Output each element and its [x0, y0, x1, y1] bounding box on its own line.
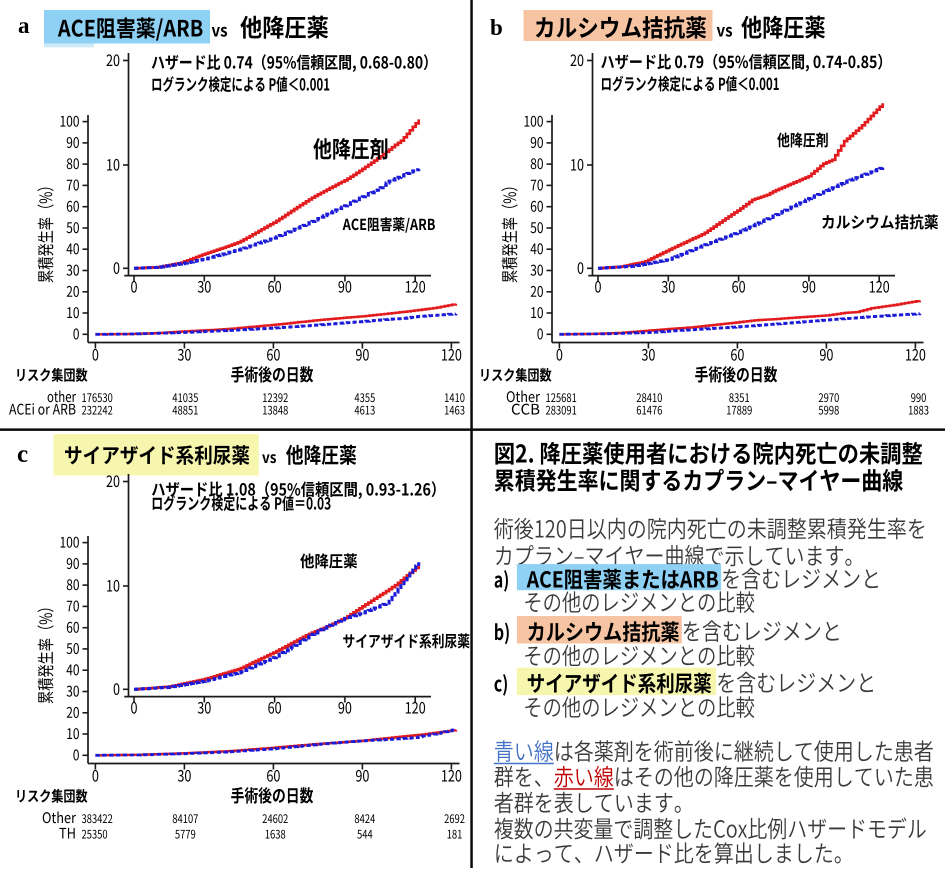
svg-text:c: c [17, 441, 28, 468]
svg-text:a: a [18, 13, 30, 38]
svg-text:b: b [490, 15, 503, 40]
